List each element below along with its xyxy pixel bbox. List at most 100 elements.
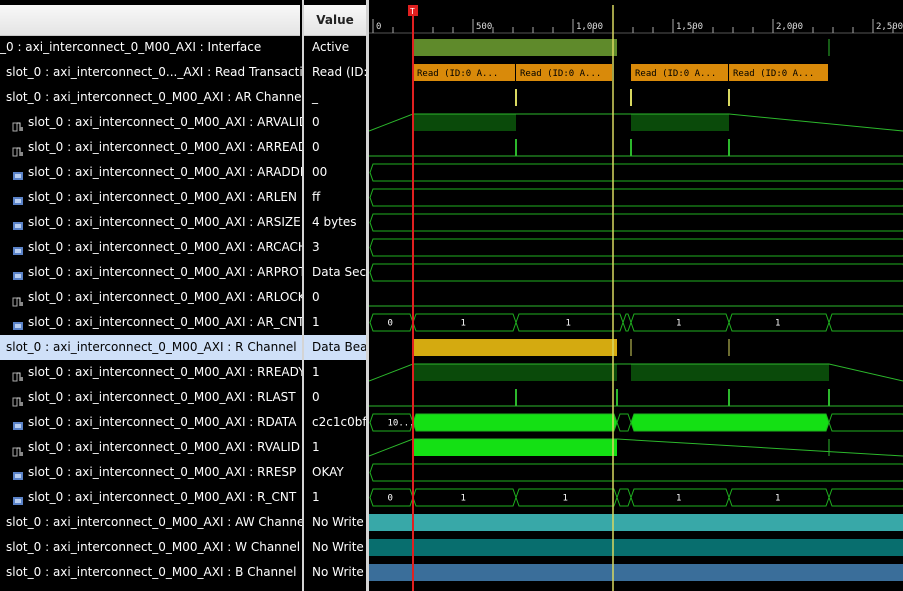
signal-value: No Write xyxy=(312,515,364,529)
signal-name: slot_0 : axi_interconnect_0..._AXI : Rea… xyxy=(6,65,302,79)
signal-name: slot_0 : axi_interconnect_0_M00_AXI : RR… xyxy=(28,465,297,479)
signal-name: slot_0 : axi_interconnect_0_M00_AXI : R_… xyxy=(28,490,297,504)
signal-value: ff xyxy=(312,190,321,204)
signal-row[interactable]: slot_0 : axi_interconnect_0_M00_AXI : AR… xyxy=(0,135,302,160)
r-channel-data-bar xyxy=(413,339,617,356)
value-column-header[interactable]: Value xyxy=(304,5,366,36)
signal-value: No Write xyxy=(312,540,364,554)
panel-splitter[interactable] xyxy=(366,0,369,591)
bus-segment xyxy=(369,163,903,182)
signal-row[interactable]: slot_0 : axi_interconnect_0_M00_AXI : R … xyxy=(0,335,302,360)
signal-name: slot_0 : axi_interconnect_0_M00_AXI : AR… xyxy=(28,165,302,179)
signal-row[interactable]: slot_0 : axi_interconnect_0_M00_AXI : AR… xyxy=(0,85,302,110)
signal-row[interactable]: slot_0 : axi_interconnect_0_M00_AXI : AR… xyxy=(0,160,302,185)
signal-value: 00 xyxy=(312,165,328,179)
bus-segment xyxy=(369,213,903,232)
trigger-label: T xyxy=(410,7,415,16)
signal-value: OKAY xyxy=(312,465,344,479)
bus-segment xyxy=(828,488,903,507)
b-channel-bar xyxy=(369,564,903,581)
signal-row[interactable]: slot_0 : axi_interconnect_0_M00_AXI : AR… xyxy=(0,235,302,260)
bus-segment xyxy=(616,488,632,507)
signal-row[interactable]: slot_0 : axi_interconnect_0_M00_AXI : AR… xyxy=(0,185,302,210)
signal-row[interactable]: slot_0 : axi_interconnect_0_M00_AXI : AR… xyxy=(0,285,302,310)
signal-row[interactable]: slot_0 : axi_interconnect_0_M00_AXI : RL… xyxy=(0,385,302,410)
signal-value: 4 bytes xyxy=(312,215,357,229)
bus-signal-icon xyxy=(12,241,24,255)
signal-row[interactable]: slot_0 : axi_interconnect_0_M00_AXI : AW… xyxy=(0,510,302,535)
w-channel-bar xyxy=(369,539,903,556)
bus-signal-icon xyxy=(12,416,24,430)
signal-row[interactable]: slot_0 : axi_interconnect_0_M00_AXI : W … xyxy=(0,535,302,560)
read-transaction-bar xyxy=(631,64,728,81)
bus-signal-icon xyxy=(12,166,24,180)
signal-row[interactable]: _0 : axi_interconnect_0_M00_AXI : Interf… xyxy=(0,35,302,60)
signal-row[interactable]: slot_0 : axi_interconnect_0_M00_AXI : AR… xyxy=(0,260,302,285)
signal-row[interactable]: slot_0 : axi_interconnect_0_M00_AXI : AR… xyxy=(0,210,302,235)
signal-name: slot_0 : axi_interconnect_0_M00_AXI : RV… xyxy=(28,440,300,454)
signal-row[interactable]: slot_0 : axi_interconnect_0_M00_AXI : R_… xyxy=(0,485,302,510)
waveform-high xyxy=(631,364,829,381)
bit-signal-icon xyxy=(12,116,24,131)
signal-name: slot_0 : axi_interconnect_0_M00_AXI : RD… xyxy=(28,415,297,429)
signal-name: slot_0 : axi_interconnect_0_M00_AXI : W … xyxy=(6,540,301,554)
signal-name: slot_0 : axi_interconnect_0_M00_AXI : RR… xyxy=(28,365,302,379)
signal-name: slot_0 : axi_interconnect_0_M00_AXI : AR… xyxy=(28,140,302,154)
signal-value: 1 xyxy=(312,365,320,379)
ruler-tick-label: 2,500 xyxy=(876,22,903,32)
bit-signal-icon xyxy=(12,366,24,381)
signal-value: 3 xyxy=(312,240,320,254)
name-column-header[interactable] xyxy=(0,5,300,36)
read-transaction-label: Read (ID:0 A... xyxy=(417,69,498,79)
bus-value-label: 1 xyxy=(563,494,568,504)
signal-row[interactable]: slot_0 : axi_interconnect_0_M00_AXI : B … xyxy=(0,560,302,585)
bit-signal-icon xyxy=(12,441,24,456)
bus-segment xyxy=(828,313,903,332)
signal-value: Active xyxy=(312,40,350,54)
panel-splitter[interactable] xyxy=(302,0,304,591)
waveform-high xyxy=(413,364,617,381)
bus-value-label: 0 xyxy=(388,494,393,504)
signal-name: slot_0 : axi_interconnect_0_M00_AXI : AR… xyxy=(28,190,297,204)
waveform-canvas[interactable]: 0 500 1,000 1,500 2,000 2,500 Read (ID:0 A... R… xyxy=(369,5,903,591)
waveform-trace xyxy=(369,363,903,382)
bus-signal-icon xyxy=(12,316,24,330)
signal-name: slot_0 : axi_interconnect_0_M00_AXI : R … xyxy=(6,340,297,354)
signal-value: Data Sec xyxy=(312,265,366,279)
ruler-tick-label: 1,000 xyxy=(576,22,603,32)
bus-value-label: 1 xyxy=(461,319,466,329)
signal-row[interactable]: slot_0 : axi_interconnect_0_M00_AXI : RV… xyxy=(0,435,302,460)
bus-segment xyxy=(622,313,632,332)
signal-value: Data Bea xyxy=(304,335,366,360)
bus-segment xyxy=(369,463,903,482)
signal-value: 0 xyxy=(312,390,320,404)
bus-value-label: 1 xyxy=(676,494,681,504)
signal-row[interactable]: slot_0 : axi_interconnect_0..._AXI : Rea… xyxy=(0,60,302,85)
bit-signal-icon xyxy=(12,391,24,406)
read-transaction-label: Read (ID:0 A... xyxy=(635,69,716,79)
signal-name: slot_0 : axi_interconnect_0_M00_AXI : AR… xyxy=(28,240,302,254)
trigger-flag-icon xyxy=(408,5,418,16)
signal-name: slot_0 : axi_interconnect_0_M00_AXI : AR… xyxy=(28,265,302,279)
signal-row[interactable]: slot_0 : axi_interconnect_0_M00_AXI : AR… xyxy=(0,110,302,135)
read-transaction-bar xyxy=(413,64,515,81)
signal-row[interactable]: slot_0 : axi_interconnect_0_M00_AXI : RR… xyxy=(0,360,302,385)
bus-signal-icon xyxy=(12,466,24,480)
read-transaction-bar xyxy=(729,64,828,81)
signal-name: slot_0 : axi_interconnect_0_M00_AXI : AR… xyxy=(28,215,301,229)
signal-name: slot_0 : axi_interconnect_0_M00_AXI : AR… xyxy=(6,90,302,104)
signal-row[interactable]: slot_0 : axi_interconnect_0_M00_AXI : AR… xyxy=(0,310,302,335)
signal-name: slot_0 : axi_interconnect_0_M00_AXI : AR… xyxy=(28,290,302,304)
signal-name: slot_0 : axi_interconnect_0_M00_AXI : AW… xyxy=(6,515,302,529)
signal-name: _0 : axi_interconnect_0_M00_AXI : Interf… xyxy=(0,40,262,54)
ruler-tick-label: 500 xyxy=(476,22,492,32)
bus-value-label: 1 xyxy=(566,319,571,329)
signal-value: 0 xyxy=(312,115,320,129)
signal-value: 1 xyxy=(312,440,320,454)
signal-row[interactable]: slot_0 : axi_interconnect_0_M00_AXI : RR… xyxy=(0,460,302,485)
bus-value-label: 10... xyxy=(388,419,415,429)
signal-row[interactable]: slot_0 : axi_interconnect_0_M00_AXI : RD… xyxy=(0,410,302,435)
signal-value: 0 xyxy=(312,290,320,304)
bus-value-label: 1 xyxy=(676,319,681,329)
bus-segment xyxy=(369,263,903,282)
